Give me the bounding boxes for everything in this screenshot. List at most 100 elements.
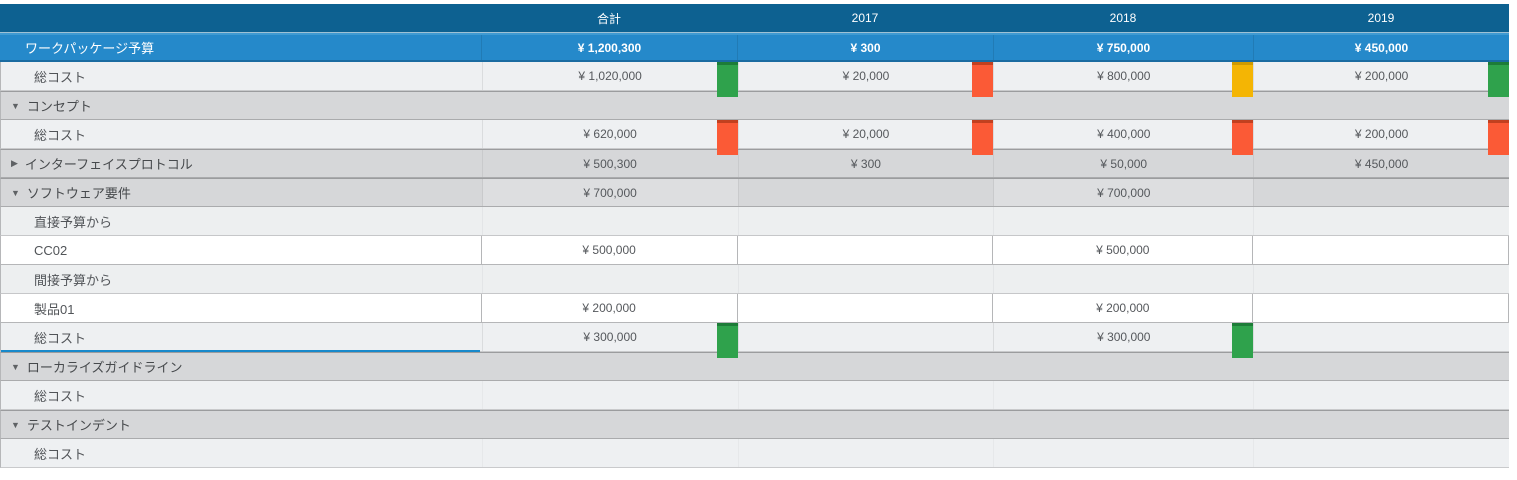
selection-underline: [1, 350, 480, 352]
cell-2017[interactable]: ¥ 20,000: [737, 62, 994, 97]
cell-total[interactable]: ¥ 1,020,000: [481, 62, 738, 97]
cell-2019: [1253, 353, 1509, 380]
status-indicator-red: [716, 120, 738, 155]
row-label-cell[interactable]: 総コスト: [1, 439, 482, 467]
cell-total[interactable]: ¥ 500,000: [482, 236, 738, 264]
row-label-cell[interactable]: ▶ インターフェイスプロトコル: [1, 150, 482, 177]
row-label: 間接予算から: [34, 272, 113, 288]
row-label-cell[interactable]: ▼ コンセプト: [1, 92, 482, 119]
status-indicator-amber: [1232, 62, 1254, 97]
table-row: ▼ ソフトウェア要件 ¥ 700,000 ¥ 700,000: [0, 178, 1509, 207]
cell-value: ¥ 500,000: [582, 243, 636, 257]
row-label: インターフェイスプロトコル: [24, 157, 193, 172]
expand-icon[interactable]: ▶: [11, 158, 18, 168]
cell-2019[interactable]: [1253, 323, 1509, 351]
collapse-icon[interactable]: ▼: [11, 419, 20, 430]
cell-2019: [1253, 92, 1509, 119]
cell-2018[interactable]: ¥ 200,000: [993, 294, 1254, 322]
cell-2018[interactable]: ¥ 800,000: [993, 62, 1254, 97]
cell-2017[interactable]: [738, 236, 994, 264]
cell-value: ¥ 400,000: [1097, 127, 1151, 141]
cell-2018[interactable]: ¥ 750,000: [993, 35, 1253, 60]
cell-2018[interactable]: ¥ 500,000: [993, 236, 1254, 264]
cell-total: [481, 207, 738, 235]
cell-total[interactable]: ¥ 200,000: [482, 294, 738, 322]
table-row: 総コスト ¥ 300,000 ¥ 300,000: [0, 323, 1509, 358]
column-header-label: 2019: [1367, 11, 1395, 25]
cell-2019: [1253, 411, 1509, 438]
column-header-label: 2018: [1109, 11, 1137, 25]
cell-2017[interactable]: ¥ 300: [737, 35, 993, 60]
row-label-cell[interactable]: 製品01: [1, 294, 482, 322]
cell-value: ¥ 20,000: [842, 127, 890, 141]
row-label-cell[interactable]: ▼ ローカライズガイドライン: [1, 353, 482, 380]
row-label: ローカライズガイドライン: [26, 360, 183, 375]
row-label-cell[interactable]: 総コスト: [1, 381, 482, 409]
table-row: 直接予算から: [0, 207, 1509, 236]
row-label-cell[interactable]: ▼ テストインデント: [1, 411, 482, 438]
cell-2017[interactable]: [737, 323, 994, 351]
cell-2018: [993, 439, 1253, 467]
row-label-cell[interactable]: ▼ ソフトウェア要件: [1, 179, 482, 206]
cell-value: ¥ 1,020,000: [578, 69, 642, 83]
row-label: 製品01: [34, 301, 75, 317]
cell-2019: [1253, 381, 1509, 409]
status-indicator-red: [1232, 120, 1254, 155]
cell-2019: [1253, 265, 1509, 293]
cell-2018[interactable]: ¥ 300,000: [993, 323, 1254, 358]
cell-value: ¥ 200,000: [1096, 301, 1150, 315]
cell-value: ¥ 800,000: [1097, 69, 1151, 83]
cell-2019[interactable]: [1253, 236, 1510, 264]
cell-2019[interactable]: ¥ 200,000: [1253, 120, 1510, 155]
cell-value: ¥ 300,000: [1097, 330, 1151, 344]
cell-total[interactable]: ¥ 1,200,300: [481, 35, 737, 60]
cell-2017: [738, 92, 994, 119]
cell-total[interactable]: ¥ 620,000: [481, 120, 738, 155]
table-header-row: 合計 2017 2018 2019: [0, 4, 1509, 33]
cell-2018: ¥ 50,000: [993, 150, 1253, 177]
row-label-cell[interactable]: 間接予算から: [1, 265, 482, 293]
table-row: ワークパッケージ予算 ¥ 1,200,300 ¥ 300 ¥ 750,000 ¥ 450…: [0, 33, 1509, 62]
row-label-cell[interactable]: 総コスト: [1, 323, 482, 352]
row-label-cell[interactable]: CC02: [1, 236, 482, 264]
cell-2019[interactable]: ¥ 450,000: [1253, 35, 1509, 60]
row-label: 総コスト: [34, 388, 87, 404]
cell-value: ¥ 750,000: [1096, 40, 1151, 55]
cell-2019[interactable]: ¥ 200,000: [1253, 62, 1510, 97]
cell-total[interactable]: ¥ 300,000: [481, 323, 738, 358]
row-label-cell[interactable]: 総コスト: [1, 120, 482, 148]
cell-value: ¥ 620,000: [583, 127, 637, 141]
collapse-icon[interactable]: ▼: [11, 361, 20, 372]
collapse-icon[interactable]: ▼: [11, 187, 20, 198]
cell-2018: [993, 381, 1253, 409]
budget-grid: 合計 2017 2018 2019 ワークパッケージ予算 ¥ 1,200,300 ¥ 300…: [0, 4, 1510, 468]
status-indicator-green: [1232, 323, 1254, 358]
cell-2017: [738, 353, 994, 380]
cell-total: [481, 439, 738, 467]
row-label-cell[interactable]: 総コスト: [1, 62, 482, 90]
cell-value: ¥ 700,000: [1097, 185, 1151, 200]
cell-total: [481, 265, 738, 293]
collapse-icon[interactable]: ▼: [11, 100, 20, 111]
cell-2017: [737, 179, 994, 206]
row-label-cell[interactable]: ワークパッケージ予算: [0, 35, 481, 60]
status-indicator-red: [972, 120, 994, 155]
column-header-2019: 2019: [1253, 4, 1509, 32]
row-label: 総コスト: [34, 127, 87, 143]
row-label: 総コスト: [34, 330, 87, 346]
row-label-cell[interactable]: 直接予算から: [1, 207, 482, 235]
cell-total: ¥ 700,000: [481, 179, 738, 206]
table-row: ▶ インターフェイスプロトコル ¥ 500,300 ¥ 300 ¥ 50,000 ¥ 45…: [0, 149, 1509, 178]
cell-value: ¥ 500,300: [583, 156, 637, 171]
table-row: 総コスト ¥ 620,000 ¥ 20,000 ¥ 400,000 ¥ 200,000: [0, 120, 1510, 155]
status-indicator-red: [1488, 120, 1510, 155]
cell-2017[interactable]: [738, 294, 994, 322]
cell-value: ¥ 20,000: [842, 69, 890, 83]
table-row: 総コスト: [0, 439, 1509, 468]
cell-2019[interactable]: [1253, 294, 1510, 322]
table-row: CC02 ¥ 500,000 ¥ 500,000: [0, 236, 1510, 265]
cell-2017[interactable]: ¥ 20,000: [737, 120, 994, 155]
cell-value: ¥ 300: [850, 156, 881, 171]
cell-2018[interactable]: ¥ 400,000: [993, 120, 1254, 155]
column-header-2017: 2017: [737, 4, 993, 32]
